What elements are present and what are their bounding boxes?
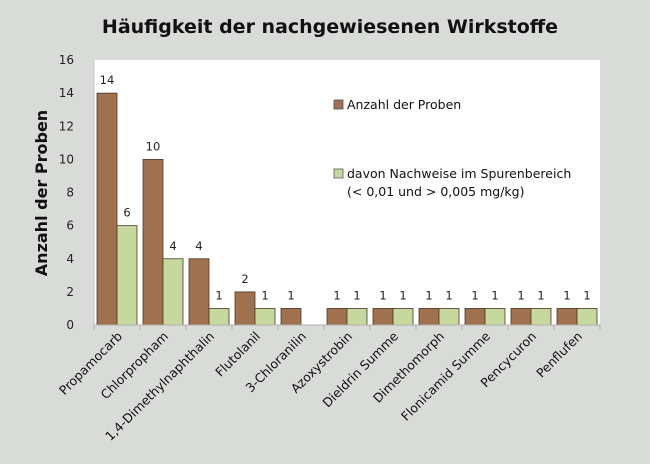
- y-tick-label: 10: [59, 152, 74, 166]
- bar-spuren-7: [438, 308, 460, 326]
- data-label: 1: [261, 288, 268, 302]
- bar-anzahl-0: [96, 92, 118, 326]
- data-label: 1: [379, 288, 386, 302]
- y-axis: 0 2 4 6 8 10 12 14 16: [59, 53, 95, 332]
- data-label: 1: [333, 288, 340, 302]
- bar-anzahl-4: [280, 308, 302, 326]
- legend-label-spuren: davon Nachweise im Spurenbereich: [347, 166, 571, 181]
- bar-anzahl-7: [418, 308, 440, 326]
- y-tick-label: 0: [66, 318, 74, 332]
- legend-swatch-anzahl: [333, 99, 344, 110]
- y-axis-label: Anzahl der Proben: [32, 110, 51, 276]
- data-label: 1: [471, 288, 478, 302]
- bar-spuren-10: [576, 308, 598, 326]
- data-label: 1: [537, 288, 544, 302]
- y-tick-label: 16: [59, 53, 74, 67]
- x-axis: [93, 324, 601, 330]
- data-label: 4: [169, 239, 176, 253]
- bars: [96, 92, 598, 326]
- y-tick-label: 12: [59, 119, 74, 133]
- y-tick-label: 4: [66, 252, 74, 266]
- bar-spuren-8: [484, 308, 506, 326]
- data-label: 1: [491, 288, 498, 302]
- y-tick-label: 8: [66, 186, 74, 200]
- legend: Anzahl der Proben davon Nachweise im Spu…: [333, 97, 571, 199]
- bar-anzahl-10: [556, 308, 578, 326]
- bar-anzahl-6: [372, 308, 394, 326]
- data-label: 1: [583, 288, 590, 302]
- bar-anzahl-9: [510, 308, 532, 326]
- data-label: 1: [563, 288, 570, 302]
- bar-anzahl-1: [142, 158, 164, 326]
- bar-anzahl-3: [234, 291, 256, 326]
- bar-spuren-0: [116, 225, 138, 326]
- bar-anzahl-2: [188, 258, 210, 326]
- bar-spuren-2: [208, 308, 230, 326]
- data-label: 10: [146, 139, 161, 153]
- legend-swatch-spuren: [333, 168, 344, 179]
- data-label: 4: [195, 239, 202, 253]
- data-label: 1: [215, 288, 222, 302]
- bar-anzahl-5: [326, 308, 348, 326]
- bar-spuren-6: [392, 308, 414, 326]
- data-label: 1: [287, 288, 294, 302]
- data-label: 1: [399, 288, 406, 302]
- legend-label-spuren-range: (< 0,01 und > 0,005 mg/kg): [347, 184, 524, 199]
- data-label: 6: [123, 206, 130, 220]
- chart-title: Häufigkeit der nachgewiesenen Wirkstoffe: [102, 16, 558, 38]
- bar-spuren-5: [346, 308, 368, 326]
- bar-anzahl-8: [464, 308, 486, 326]
- bar-spuren-3: [254, 308, 276, 326]
- data-label: 1: [445, 288, 452, 302]
- legend-label-anzahl: Anzahl der Proben: [347, 97, 461, 112]
- bar-spuren-1: [162, 258, 184, 326]
- data-label: 1: [353, 288, 360, 302]
- data-label: 14: [100, 73, 115, 87]
- data-label: 2: [241, 272, 248, 286]
- bar-spuren-9: [530, 308, 552, 326]
- y-tick-label: 14: [59, 86, 74, 100]
- data-label: 1: [425, 288, 432, 302]
- y-tick-label: 6: [66, 219, 74, 233]
- data-label: 1: [517, 288, 524, 302]
- y-tick-label: 2: [66, 285, 74, 299]
